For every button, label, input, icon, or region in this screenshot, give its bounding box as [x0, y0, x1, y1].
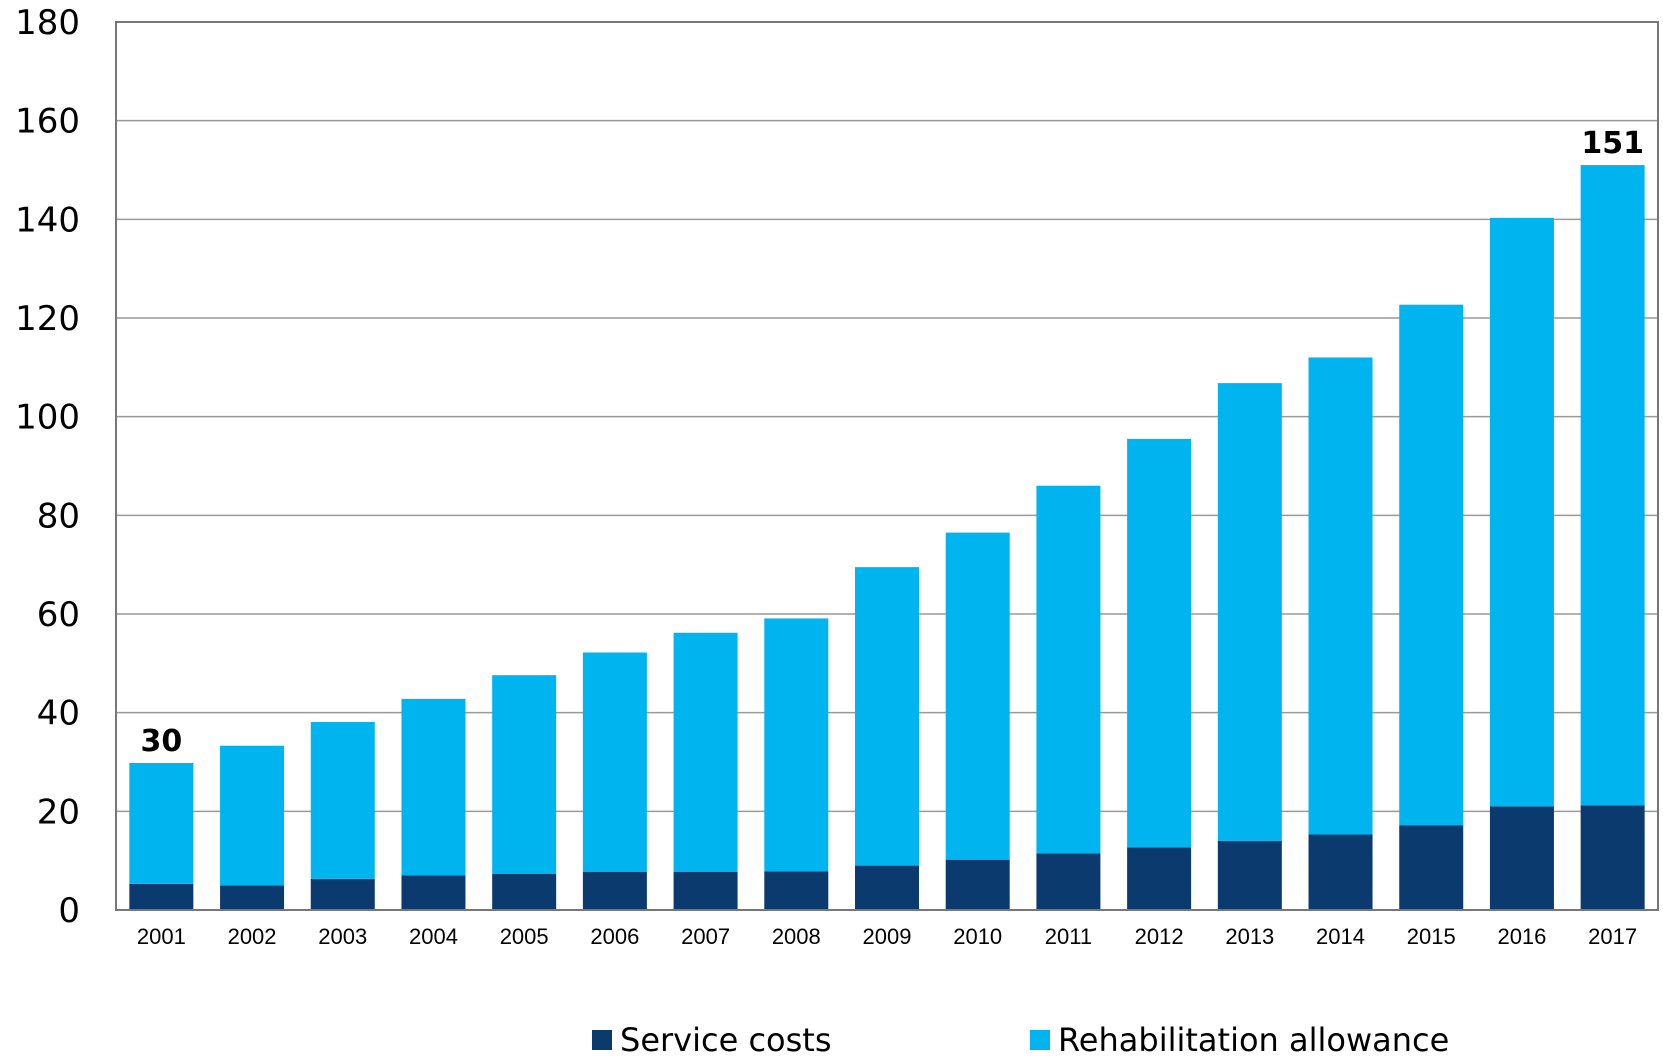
bar-rehabilitation-allowance-2005: [492, 675, 557, 874]
bar-service-costs-2015: [1399, 825, 1464, 910]
bar-service-costs-2017: [1580, 805, 1645, 910]
bar-rehabilitation-allowance-2002: [220, 745, 285, 886]
bar-rehabilitation-allowance-2009: [855, 567, 919, 866]
x-tick-label: 2013: [1225, 924, 1274, 949]
bar-service-costs-2013: [1217, 840, 1282, 910]
bar-service-costs-2012: [1127, 847, 1192, 910]
bar-rehabilitation-allowance-2014: [1308, 357, 1373, 835]
y-tick-label: 0: [58, 891, 80, 931]
x-tick-label: 2017: [1588, 924, 1637, 949]
data-labels: 30 151: [140, 126, 1643, 759]
legend-item-rehabilitation-allowance: Rehabilitation allowance: [1030, 1020, 1449, 1060]
y-tick-label: 20: [37, 792, 80, 832]
bar-service-costs-2011: [1036, 853, 1101, 910]
x-tick-label: 2002: [228, 924, 277, 949]
bar-service-costs-2001: [129, 883, 194, 910]
bar-service-costs-2009: [855, 865, 919, 910]
x-tick-label: 2001: [137, 924, 186, 949]
data-label-2017: 151: [1581, 126, 1644, 161]
legend-swatch-rehabilitation-allowance: [1030, 1030, 1050, 1050]
legend: Service costs Rehabilitation allowance: [0, 1020, 1663, 1060]
x-tick-label: 2009: [863, 924, 912, 949]
x-axis: 2001 2002 2003 2004 2005 2006 2007 2008 2009 2010…: [137, 924, 1637, 949]
y-tick-label: 100: [15, 398, 80, 438]
bar-rehabilitation-allowance-2003: [310, 722, 375, 879]
y-axis: 0 20 40 60 80 100 120 140 160 180: [15, 3, 80, 931]
bar-service-costs-2014: [1308, 834, 1373, 910]
y-tick-label: 40: [37, 694, 80, 734]
x-tick-label: 2015: [1407, 924, 1456, 949]
y-tick-label: 120: [15, 299, 80, 339]
bars: [129, 165, 1645, 910]
bar-service-costs-2003: [310, 878, 375, 910]
bar-rehabilitation-allowance-2016: [1489, 217, 1554, 807]
y-tick-label: 180: [15, 3, 80, 43]
x-tick-label: 2016: [1497, 924, 1546, 949]
bar-rehabilitation-allowance-2006: [582, 652, 647, 873]
bar-rehabilitation-allowance-2011: [1036, 485, 1101, 854]
bar-rehabilitation-allowance-2012: [1127, 438, 1192, 848]
x-tick-label: 2008: [772, 924, 821, 949]
bar-rehabilitation-allowance-2008: [764, 618, 829, 872]
y-tick-label: 80: [37, 496, 80, 536]
bar-rehabilitation-allowance-2001: [129, 762, 194, 884]
x-tick-label: 2010: [953, 924, 1002, 949]
legend-swatch-service-costs: [592, 1030, 612, 1050]
bar-service-costs-2004: [401, 875, 466, 910]
bar-service-costs-2006: [582, 872, 647, 910]
bar-rehabilitation-allowance-2004: [401, 698, 466, 876]
bar-service-costs-2016: [1489, 806, 1554, 910]
x-tick-label: 2012: [1135, 924, 1184, 949]
bar-rehabilitation-allowance-2017: [1580, 165, 1645, 806]
bar-service-costs-2010: [945, 859, 1010, 910]
bar-rehabilitation-allowance-2013: [1217, 383, 1282, 841]
y-tick-label: 160: [15, 102, 80, 142]
x-tick-label: 2005: [500, 924, 549, 949]
bar-service-costs-2008: [764, 871, 829, 910]
x-tick-label: 2006: [590, 924, 639, 949]
data-label-2001: 30: [140, 724, 182, 759]
x-tick-label: 2007: [681, 924, 730, 949]
bar-service-costs-2002: [220, 885, 285, 910]
bar-rehabilitation-allowance-2015: [1399, 304, 1464, 826]
x-tick-label: 2011: [1045, 924, 1092, 949]
legend-item-service-costs: Service costs: [592, 1020, 832, 1060]
x-tick-label: 2003: [318, 924, 367, 949]
y-tick-label: 140: [15, 200, 80, 240]
legend-label-rehabilitation-allowance: Rehabilitation allowance: [1058, 1021, 1450, 1059]
x-tick-label: 2004: [409, 924, 458, 949]
bar-service-costs-2007: [673, 872, 738, 910]
legend-label-service-costs: Service costs: [620, 1021, 832, 1059]
y-tick-label: 60: [37, 595, 80, 635]
x-tick-label: 2014: [1316, 924, 1365, 949]
plot-frame: [115, 21, 1659, 911]
bar-rehabilitation-allowance-2007: [673, 632, 738, 873]
bar-rehabilitation-allowance-2010: [945, 532, 1010, 860]
bar-service-costs-2005: [492, 873, 557, 910]
